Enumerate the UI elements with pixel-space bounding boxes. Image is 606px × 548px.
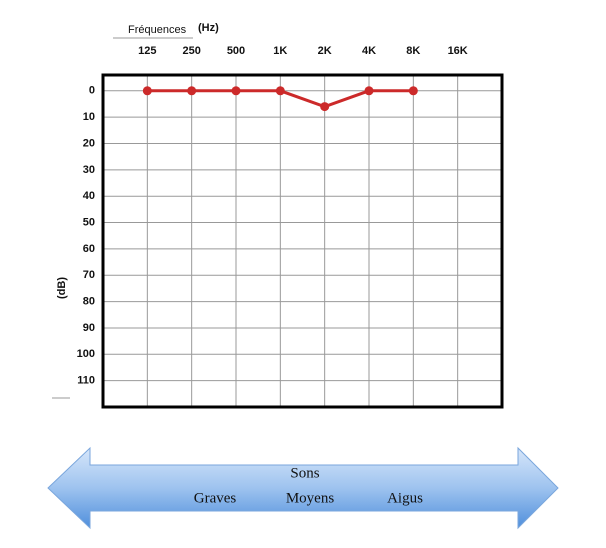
- y-tick-label: 0: [89, 85, 95, 97]
- x-tick-label: 16K: [448, 45, 468, 57]
- data-point: [231, 86, 241, 96]
- arrow: [47, 446, 559, 530]
- x-tick-label: 125: [138, 45, 156, 57]
- arrow-label: Moyens: [286, 490, 334, 506]
- y-tick-label: 80: [83, 296, 95, 308]
- y-tick-label: 90: [83, 322, 95, 334]
- x-axis-unit: (Hz): [198, 22, 219, 34]
- x-tick-label: 1K: [273, 45, 287, 57]
- y-tick-label: 60: [83, 243, 95, 255]
- y-tick-label: 100: [77, 348, 95, 360]
- arrow-label: Aigus: [387, 490, 423, 506]
- x-tick-label: 250: [182, 45, 200, 57]
- data-point: [320, 102, 330, 112]
- data-point: [364, 86, 374, 96]
- y-tick-label: 40: [83, 190, 95, 202]
- y-axis-label: (dB): [56, 277, 68, 299]
- x-tick-label: 500: [227, 45, 245, 57]
- x-tick-label: 2K: [318, 45, 332, 57]
- data-point: [187, 86, 197, 96]
- plot-frame: [101, 73, 504, 409]
- x-axis-label: Fréquences: [128, 24, 187, 36]
- data-point: [142, 86, 152, 96]
- y-tick-label: 10: [83, 111, 95, 123]
- y-tick-label: 20: [83, 137, 95, 149]
- arrow-label: Graves: [194, 490, 237, 506]
- x-tick-label: 4K: [362, 45, 376, 57]
- y-tick-label: 110: [77, 375, 95, 387]
- data-point: [275, 86, 285, 96]
- y-tick-label: 50: [83, 216, 95, 228]
- y-tick-label: 70: [83, 269, 95, 281]
- arrow-title: Sons: [290, 465, 319, 481]
- data-point: [408, 86, 418, 96]
- x-tick-label: 8K: [406, 45, 420, 57]
- y-tick-label: 30: [83, 164, 95, 176]
